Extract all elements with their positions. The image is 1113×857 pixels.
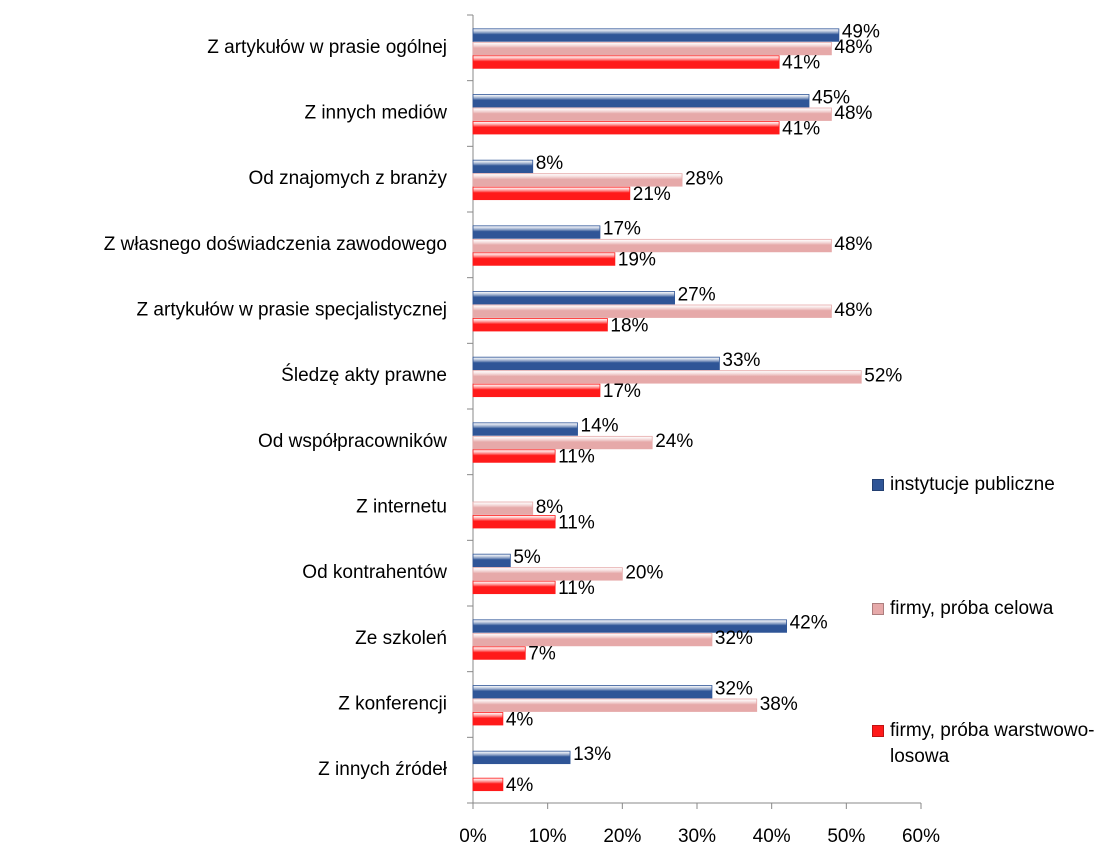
data-label: 18% [610,315,648,336]
bar [472,449,556,463]
data-label: 20% [625,562,663,583]
bar [472,55,780,69]
x-tick-label: 30% [678,826,716,847]
y-tick-label: Z artykułów w prasie specjalistycznej [137,300,447,321]
bar [472,750,571,765]
bar [472,501,534,515]
bar [472,567,623,581]
bar [472,94,810,108]
bar [472,173,683,187]
data-label: 11% [558,512,595,533]
bar [472,632,713,647]
legend-item: firmy, próba warstwowo-losowa [872,718,1110,770]
data-label: 4% [506,709,534,730]
data-label: 41% [782,53,820,74]
data-label: 48% [834,103,872,124]
bar [472,580,556,595]
data-label: 14% [581,416,619,437]
data-label: 7% [528,644,556,665]
bar [472,318,608,332]
y-tick-label: Z konferencji [338,694,447,715]
y-tick-label: Z artykułów w prasie ogólnej [207,37,447,58]
x-tick-label: 60% [902,826,940,847]
y-tick-label: Od znajomych z branży [248,168,447,189]
x-tick-label: 40% [753,826,791,847]
data-label: 21% [633,184,671,205]
x-tick-label: 10% [529,826,567,847]
legend-swatch [872,479,884,491]
bar [472,515,556,529]
x-tick-label: 0% [459,826,487,847]
bar [472,619,788,633]
bar [472,121,780,135]
bar [472,291,676,305]
data-label: 4% [506,775,534,796]
data-label: 28% [685,168,723,189]
bar [472,422,578,436]
x-tick-label: 50% [827,826,865,847]
data-label: 48% [834,300,872,321]
legend-label: instytucje publiczne [890,474,1055,495]
data-label: 13% [573,744,611,765]
bar [472,238,832,253]
data-label: 48% [834,234,872,255]
y-tick-label: Z innych mediów [304,103,447,124]
y-tick-label: Od współpracowników [258,431,447,452]
legend-swatch [872,603,884,615]
data-label: 19% [618,250,656,271]
data-label: 5% [513,547,541,568]
bar [472,698,758,712]
legend-item: firmy, próba celowa [872,596,1110,622]
data-label: 49% [842,22,880,43]
bar [472,159,534,174]
bar [472,777,504,792]
data-label: 32% [715,678,753,699]
bar [472,356,720,371]
data-label: 8% [536,497,564,518]
data-label: 48% [834,37,872,58]
y-tick-label: Ze szkoleń [355,628,447,649]
data-label: 38% [760,694,798,715]
data-label: 45% [812,87,850,108]
legend-swatch [872,725,884,737]
data-label: 24% [655,431,693,452]
bar [472,107,832,121]
bar [472,28,840,42]
data-label: 52% [864,365,902,386]
y-tick-label: Z innych źródeł [318,759,448,780]
bar [472,646,526,660]
data-label: 17% [603,381,641,402]
bar [472,186,631,201]
bar [472,685,713,699]
y-tick-label: Z własnego doświadczenia zawodowego [104,234,447,255]
legend-label: firmy, próba warstwowo-losowa [890,720,1095,767]
y-tick-label: Od kontrahentów [302,562,447,583]
y-tick-label: Z internetu [356,497,447,518]
bar [472,252,616,266]
y-tick-label: Śledzę akty prawne [281,364,447,386]
bar [472,712,504,726]
data-label: 33% [722,350,760,371]
data-label: 11% [558,578,595,599]
bar [472,304,832,318]
data-label: 41% [782,118,820,139]
bar [472,553,511,568]
data-label: 11% [558,447,595,468]
legend-label: firmy, próba celowa [890,598,1054,619]
x-tick-label: 20% [603,826,641,847]
data-label: 8% [536,153,564,174]
data-label: 27% [678,284,716,305]
bar [472,435,653,450]
data-label: 32% [715,628,753,649]
bar [472,41,832,56]
data-label: 42% [790,613,828,634]
data-label: 17% [603,219,641,240]
legend-item: instytucje publiczne [872,472,1110,498]
bar [472,225,601,239]
bar [472,383,601,398]
bar [472,370,862,384]
